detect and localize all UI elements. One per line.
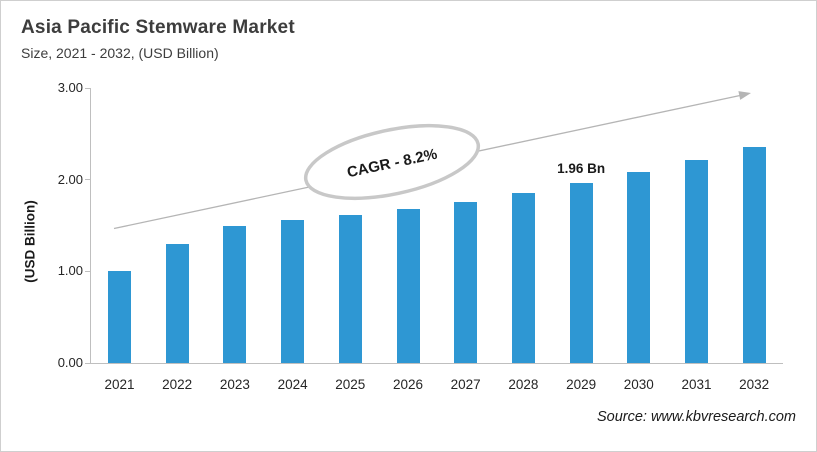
x-tick-label-2024: 2024 — [277, 377, 308, 392]
x-tick-label-2022: 2022 — [162, 377, 193, 392]
bar-2029 — [569, 183, 593, 363]
x-tick-label-2021: 2021 — [104, 377, 135, 392]
bar-2032 — [742, 146, 766, 363]
x-tick-label-2031: 2031 — [681, 377, 712, 392]
chart-title: Asia Pacific Stemware Market — [21, 17, 295, 38]
chart-subtitle: Size, 2021 - 2032, (USD Billion) — [21, 45, 219, 61]
y-tick-label-3.00: 3.00 — [57, 80, 83, 95]
x-tick-label-2028: 2028 — [508, 377, 539, 392]
source-note: Source: www.kbvresearch.com — [596, 409, 796, 425]
x-tick-label-2029: 2029 — [566, 377, 597, 392]
x-tick-label-2025: 2025 — [335, 377, 366, 392]
bar-2025 — [338, 214, 362, 363]
y-tick-label-2.00: 2.00 — [57, 171, 83, 187]
y-tick-mark — [85, 87, 91, 89]
x-tick-label-2027: 2027 — [450, 377, 481, 392]
y-tick-mark — [85, 362, 91, 364]
bar-2027 — [454, 201, 478, 363]
bar-2024 — [281, 220, 305, 363]
x-tick-label-2026: 2026 — [392, 377, 423, 392]
bar-2031 — [685, 160, 708, 363]
x-tick-label-2030: 2030 — [623, 377, 654, 392]
bar-2022 — [165, 243, 189, 363]
plot-area: 0.00 1.00 2.00 3.00 2021 2022 2023 2024 2025 2026… — [58, 80, 783, 392]
bar-data-label-2029: 1.96 Bn — [557, 161, 606, 177]
y-tick-label-1.00: 1.00 — [57, 263, 83, 279]
y-tick-mark — [85, 270, 91, 272]
y-axis-title: (USD Billion) — [22, 200, 38, 283]
bar-2026 — [396, 209, 420, 363]
bar-2021 — [108, 271, 131, 363]
bar-2028 — [511, 192, 535, 363]
bar-2030 — [627, 172, 651, 363]
x-tick-label-2032: 2032 — [739, 377, 770, 392]
y-tick-label-0.00: 0.00 — [57, 355, 83, 370]
y-tick-mark — [85, 179, 91, 181]
bar-2023 — [223, 226, 247, 363]
x-tick-label-2023: 2023 — [219, 377, 250, 392]
